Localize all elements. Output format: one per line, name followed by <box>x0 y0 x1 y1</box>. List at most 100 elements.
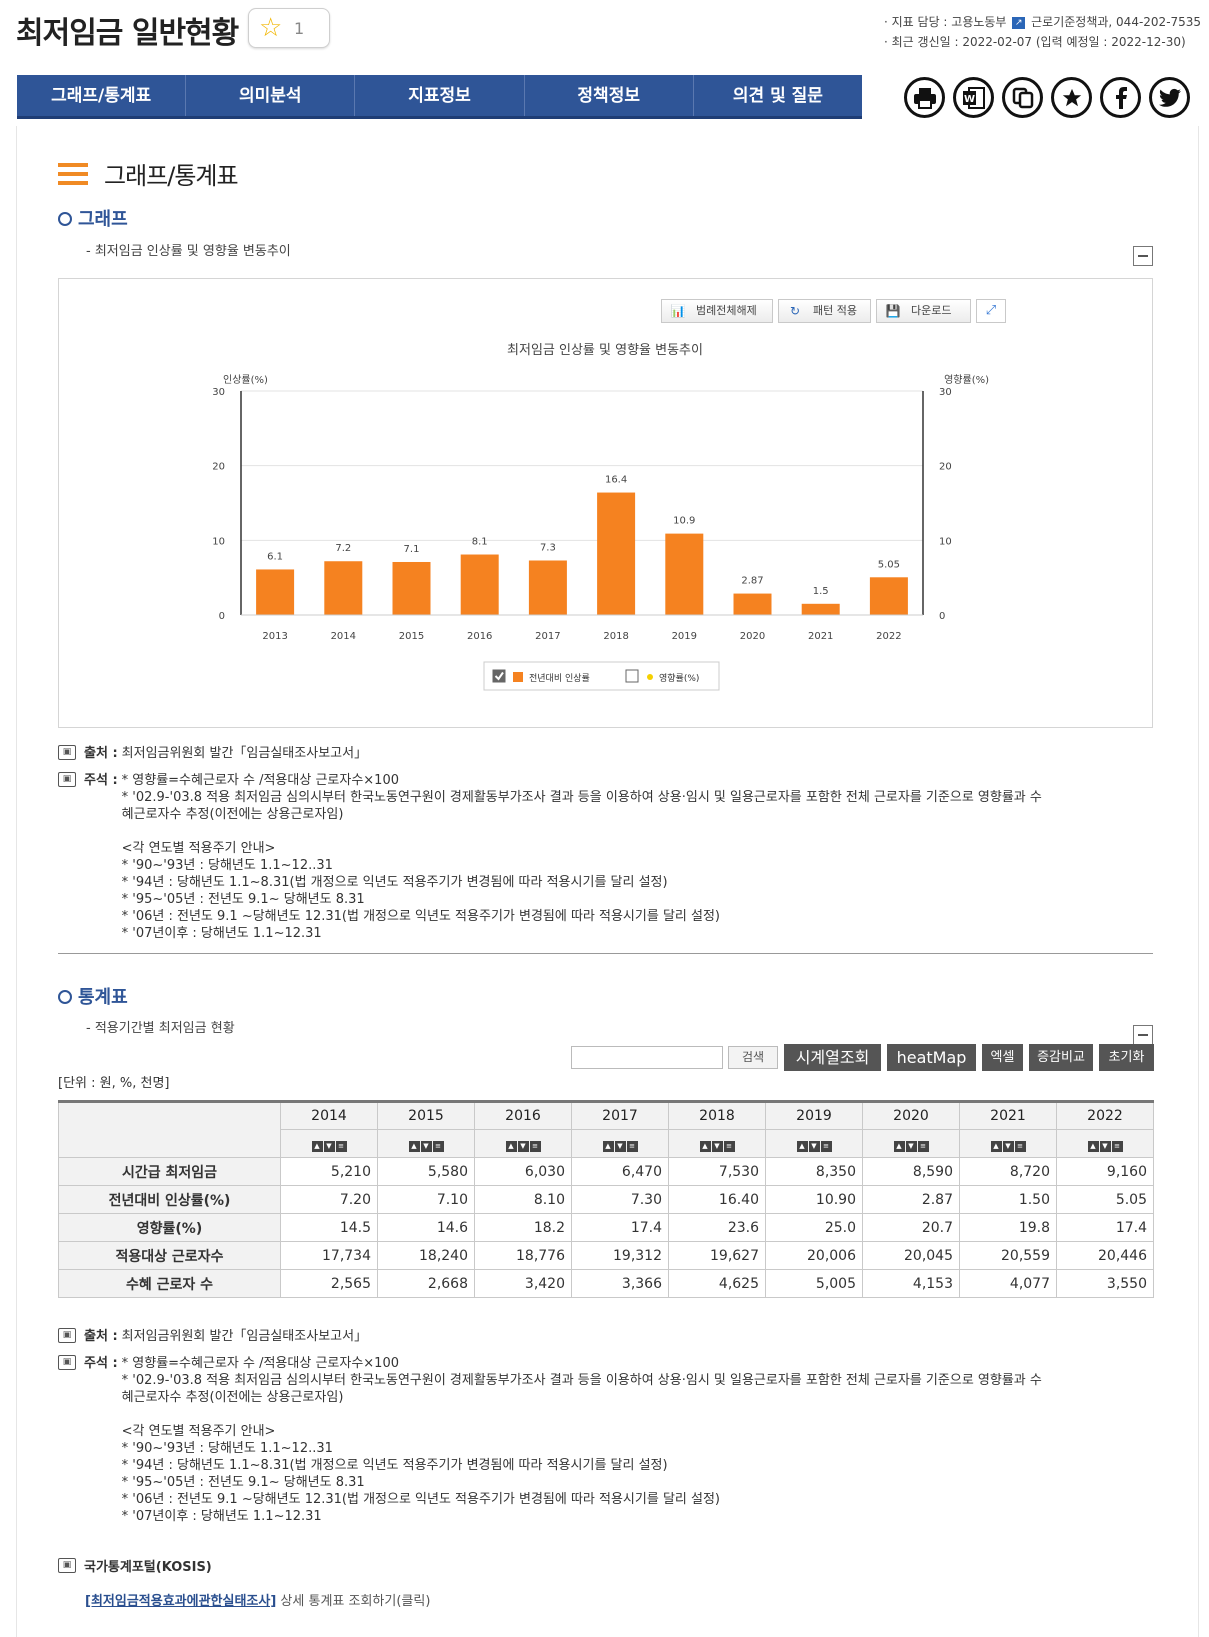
sort-reset-icon[interactable]: ≡ <box>1111 1140 1123 1152</box>
sort-asc-icon[interactable]: ▲ <box>699 1140 711 1152</box>
expand-icon[interactable]: ⤢ <box>976 299 1006 323</box>
sort-controls: ▲ ▼ ≡ <box>959 1129 1057 1158</box>
sort-asc-icon[interactable]: ▲ <box>602 1140 614 1152</box>
bar[interactable] <box>869 577 908 615</box>
bar[interactable] <box>597 492 636 615</box>
heatmap-button[interactable]: heatMap <box>887 1044 976 1071</box>
y-tick-label-left: 30 <box>212 387 225 398</box>
tab-meaning[interactable]: 의미분석 <box>186 75 356 116</box>
table-cell: 8,720 <box>959 1157 1057 1186</box>
reset-button[interactable]: 초기화 <box>1099 1044 1154 1071</box>
twitter-icon[interactable] <box>1149 77 1190 118</box>
sort-reset-icon[interactable]: ≡ <box>529 1140 541 1152</box>
bar[interactable] <box>801 603 840 615</box>
x-tick-label: 2020 <box>740 631 765 642</box>
bar[interactable] <box>324 561 363 615</box>
legend-swatch-impact <box>647 674 653 680</box>
collapse-graph-button[interactable] <box>1133 246 1153 266</box>
search-button[interactable]: 검색 <box>728 1046 778 1069</box>
facebook-icon[interactable] <box>1100 77 1141 118</box>
book-icon: ▣ <box>58 772 76 787</box>
source-row: ▣ 출처 : 최저임금위원회 발간「임금실태조사보고서」 <box>58 1328 1122 1345</box>
table-row: 시간급 최저임금 5,210 5,580 6,030 6,470 7,530 8,350 8,… <box>58 1157 1154 1186</box>
sort-reset-icon[interactable]: ≡ <box>820 1140 832 1152</box>
table-header-row: 2014 2015 2016 2017 2018 2019 2020 2021 … <box>58 1101 1154 1158</box>
table-search-input[interactable] <box>571 1046 723 1069</box>
favorite-button[interactable]: ☆ 1 <box>248 8 330 48</box>
sort-desc-icon[interactable]: ▼ <box>1099 1140 1111 1152</box>
word-icon[interactable]: W <box>953 77 994 118</box>
sort-desc-icon[interactable]: ▼ <box>614 1140 626 1152</box>
favorite-icon[interactable] <box>1051 77 1092 118</box>
sort-desc-icon[interactable]: ▼ <box>905 1140 917 1152</box>
favorite-count: 1 <box>294 19 305 38</box>
sort-asc-icon[interactable]: ▲ <box>893 1140 905 1152</box>
table-cell: 20,559 <box>959 1241 1057 1270</box>
collapse-table-button[interactable] <box>1133 1025 1153 1045</box>
sort-asc-icon[interactable]: ▲ <box>505 1140 517 1152</box>
sort-reset-icon[interactable]: ≡ <box>335 1140 347 1152</box>
sort-controls: ▲ ▼ ≡ <box>377 1129 475 1158</box>
kosis-link[interactable]: [최저임금적용효과에관한실태조사] <box>85 1594 277 1609</box>
col-header: 2021 <box>959 1101 1057 1130</box>
sort-controls: ▲ ▼ ≡ <box>280 1129 378 1158</box>
legend-off-button[interactable]: 📊 범례전체해제 <box>661 299 773 323</box>
x-tick-label: 2021 <box>808 631 833 642</box>
sort-controls: ▲ ▼ ≡ <box>474 1129 572 1158</box>
compare-button[interactable]: 증감비교 <box>1029 1044 1093 1071</box>
table-cell: 20,446 <box>1056 1241 1154 1270</box>
tab-opinion[interactable]: 의견 및 질문 <box>732 86 823 106</box>
table-cell: 6,470 <box>571 1157 669 1186</box>
sort-desc-icon[interactable]: ▼ <box>808 1140 820 1152</box>
sort-reset-icon[interactable]: ≡ <box>723 1140 735 1152</box>
sort-desc-icon[interactable]: ▼ <box>711 1140 723 1152</box>
row-label: 수혜 근로자 수 <box>58 1269 281 1298</box>
legend-checkbox-rise[interactable] <box>492 669 506 683</box>
print-icon[interactable] <box>904 77 945 118</box>
pattern-button[interactable]: ↻ 패턴 적용 <box>778 299 871 323</box>
table-cell: 5,580 <box>377 1157 475 1186</box>
sort-asc-icon[interactable]: ▲ <box>1087 1140 1099 1152</box>
bar[interactable] <box>733 593 772 615</box>
sort-reset-icon[interactable]: ≡ <box>432 1140 444 1152</box>
book-icon: ▣ <box>58 745 76 760</box>
bar[interactable] <box>256 569 295 615</box>
bar[interactable] <box>460 554 499 615</box>
y-axis-left-label: 인상률(%) <box>223 374 268 386</box>
legend-checkbox-impact[interactable] <box>625 669 639 683</box>
sort-asc-icon[interactable]: ▲ <box>408 1140 420 1152</box>
table-cell: 8,590 <box>862 1157 960 1186</box>
tab-policy-info[interactable]: 정책정보 <box>525 75 694 116</box>
tab-indicator-info[interactable]: 지표정보 <box>355 75 525 116</box>
sort-desc-icon[interactable]: ▼ <box>420 1140 432 1152</box>
col-header: 2018 <box>668 1101 766 1130</box>
save-icon: 💾 <box>885 304 901 318</box>
table-cell: 16.40 <box>668 1185 766 1214</box>
table-cell: 20.7 <box>862 1213 960 1242</box>
sort-asc-icon[interactable]: ▲ <box>311 1140 323 1152</box>
table-cell: 5,210 <box>280 1157 378 1186</box>
bar[interactable] <box>392 561 431 615</box>
table-cell: 9,160 <box>1056 1157 1154 1186</box>
sort-reset-icon[interactable]: ≡ <box>626 1140 638 1152</box>
sort-reset-icon[interactable]: ≡ <box>1014 1140 1026 1152</box>
book-icon: ▣ <box>58 1558 76 1573</box>
table-cell: 19.8 <box>959 1213 1057 1242</box>
sort-reset-icon[interactable]: ≡ <box>917 1140 929 1152</box>
source-row: ▣ 출처 : 최저임금위원회 발간「임금실태조사보고서」 <box>58 745 1122 762</box>
sort-asc-icon[interactable]: ▲ <box>990 1140 1002 1152</box>
bar[interactable] <box>528 560 567 615</box>
excel-button[interactable]: 엑셀 <box>982 1044 1023 1071</box>
timeseries-button[interactable]: 시계열조회 <box>784 1044 881 1071</box>
sort-desc-icon[interactable]: ▼ <box>517 1140 529 1152</box>
copy-icon[interactable] <box>1002 77 1043 118</box>
unit-label: [단위 : 원, %, 천명] <box>58 1076 170 1091</box>
sort-desc-icon[interactable]: ▼ <box>323 1140 335 1152</box>
download-button[interactable]: 💾 다운로드 <box>876 299 971 323</box>
table-cell: 4,153 <box>862 1269 960 1298</box>
bar[interactable] <box>665 533 704 615</box>
sort-asc-icon[interactable]: ▲ <box>796 1140 808 1152</box>
tab-graph-table[interactable]: 그래프/통계표 <box>17 75 187 116</box>
sort-desc-icon[interactable]: ▼ <box>1002 1140 1014 1152</box>
external-link-icon[interactable]: ↗ <box>1012 16 1026 29</box>
